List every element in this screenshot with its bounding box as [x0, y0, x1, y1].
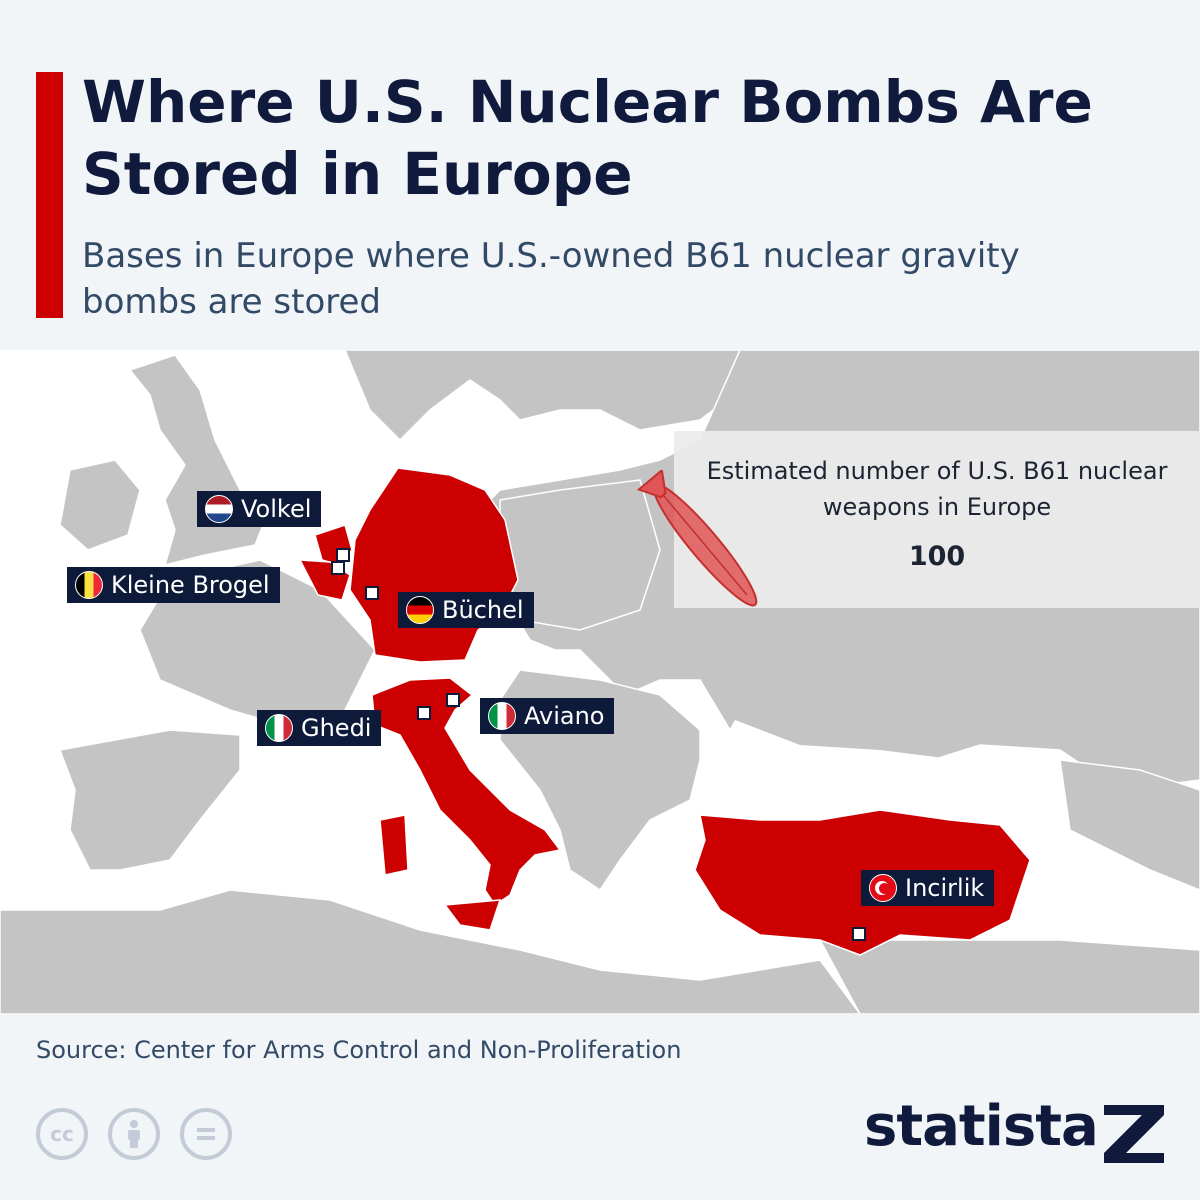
base-label-text: Kleine Brogel: [111, 571, 270, 599]
info-box: Estimated number of U.S. B61 nuclear wea…: [674, 431, 1200, 608]
base-label-text: Ghedi: [301, 714, 372, 742]
italy-flag-icon: [265, 714, 293, 742]
page-subtitle: Bases in Europe where U.S.-owned B61 nuc…: [82, 236, 1020, 322]
statista-logo-text[interactable]: statista: [864, 1094, 1099, 1159]
no-derivatives-icon[interactable]: [180, 1108, 232, 1160]
sardinia-shape: [379, 814, 409, 876]
source-note: Source: Center for Arms Control and Non-…: [36, 1036, 682, 1064]
bomb-icon: [636, 470, 758, 607]
equals-glyph: [197, 1128, 215, 1140]
attribution-icon[interactable]: [108, 1108, 160, 1160]
base-marker-volkel[interactable]: [336, 548, 350, 562]
title-accent-bar: [36, 72, 63, 318]
base-label-text: Aviano: [524, 702, 605, 730]
italy-flag-icon: [488, 702, 516, 730]
black-sea: [720, 720, 1060, 820]
base-marker-aviano[interactable]: [446, 693, 460, 707]
person-glyph: [128, 1120, 140, 1148]
info-text: Estimated number of U.S. B61 nuclear wea…: [706, 457, 1168, 521]
cc-icon[interactable]: cc: [36, 1108, 88, 1160]
page-title: Where U.S. Nuclear Bombs Are Stored in E…: [82, 68, 1093, 208]
sicily-shape: [443, 899, 502, 931]
base-label-buchel[interactable]: Büchel: [398, 592, 534, 628]
info-value: 100: [908, 541, 966, 572]
base-label-text: Volkel: [241, 495, 312, 523]
base-marker-buchel[interactable]: [365, 586, 379, 600]
base-marker-kleine-brogel[interactable]: [331, 561, 345, 575]
base-label-text: Büchel: [442, 596, 524, 624]
base-marker-ghedi[interactable]: [417, 706, 431, 720]
base-label-incirlik[interactable]: Incirlik: [861, 870, 995, 906]
belgium-flag-icon: [75, 571, 103, 599]
netherlands-flag-icon: [205, 495, 233, 523]
base-label-kleine-brogel[interactable]: Kleine Brogel: [67, 567, 280, 603]
italy-shape: [371, 677, 562, 907]
statista-logo-mark[interactable]: [1104, 1105, 1164, 1163]
base-label-ghedi[interactable]: Ghedi: [257, 710, 382, 746]
base-label-volkel[interactable]: Volkel: [197, 491, 322, 527]
base-label-aviano[interactable]: Aviano: [480, 698, 615, 734]
germany-flag-icon: [406, 596, 434, 624]
turkey-flag-icon: [869, 874, 897, 902]
base-label-text: Incirlik: [905, 874, 985, 902]
base-marker-incirlik[interactable]: [852, 927, 866, 941]
